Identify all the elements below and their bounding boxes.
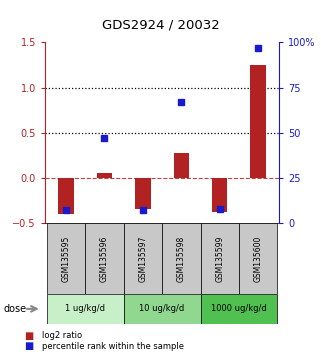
Bar xyxy=(201,294,277,324)
Text: ■: ■ xyxy=(24,341,33,351)
Bar xyxy=(97,173,112,178)
Text: GSM135596: GSM135596 xyxy=(100,235,109,282)
Bar xyxy=(239,223,277,294)
Bar xyxy=(212,178,227,212)
Bar xyxy=(201,223,239,294)
Text: GSM135600: GSM135600 xyxy=(254,235,263,282)
Text: 1 ug/kg/d: 1 ug/kg/d xyxy=(65,304,105,313)
Text: GSM135598: GSM135598 xyxy=(177,235,186,281)
Text: percentile rank within the sample: percentile rank within the sample xyxy=(42,342,184,351)
Bar xyxy=(162,223,201,294)
Text: log2 ratio: log2 ratio xyxy=(42,331,82,340)
Text: GSM135597: GSM135597 xyxy=(138,235,147,282)
Text: GSM135595: GSM135595 xyxy=(62,235,71,282)
Text: GSM135599: GSM135599 xyxy=(215,235,224,282)
Text: 1000 ug/kg/d: 1000 ug/kg/d xyxy=(211,304,267,313)
Text: 10 ug/kg/d: 10 ug/kg/d xyxy=(140,304,185,313)
Text: GDS2924 / 20032: GDS2924 / 20032 xyxy=(102,19,219,32)
Bar xyxy=(58,178,74,214)
Text: ■: ■ xyxy=(24,331,33,341)
Bar xyxy=(47,223,85,294)
Bar xyxy=(47,294,124,324)
Text: dose: dose xyxy=(3,304,26,314)
Bar xyxy=(124,223,162,294)
Bar xyxy=(135,178,151,210)
Bar xyxy=(250,65,266,178)
Bar xyxy=(174,153,189,178)
Bar xyxy=(85,223,124,294)
Bar xyxy=(124,294,201,324)
